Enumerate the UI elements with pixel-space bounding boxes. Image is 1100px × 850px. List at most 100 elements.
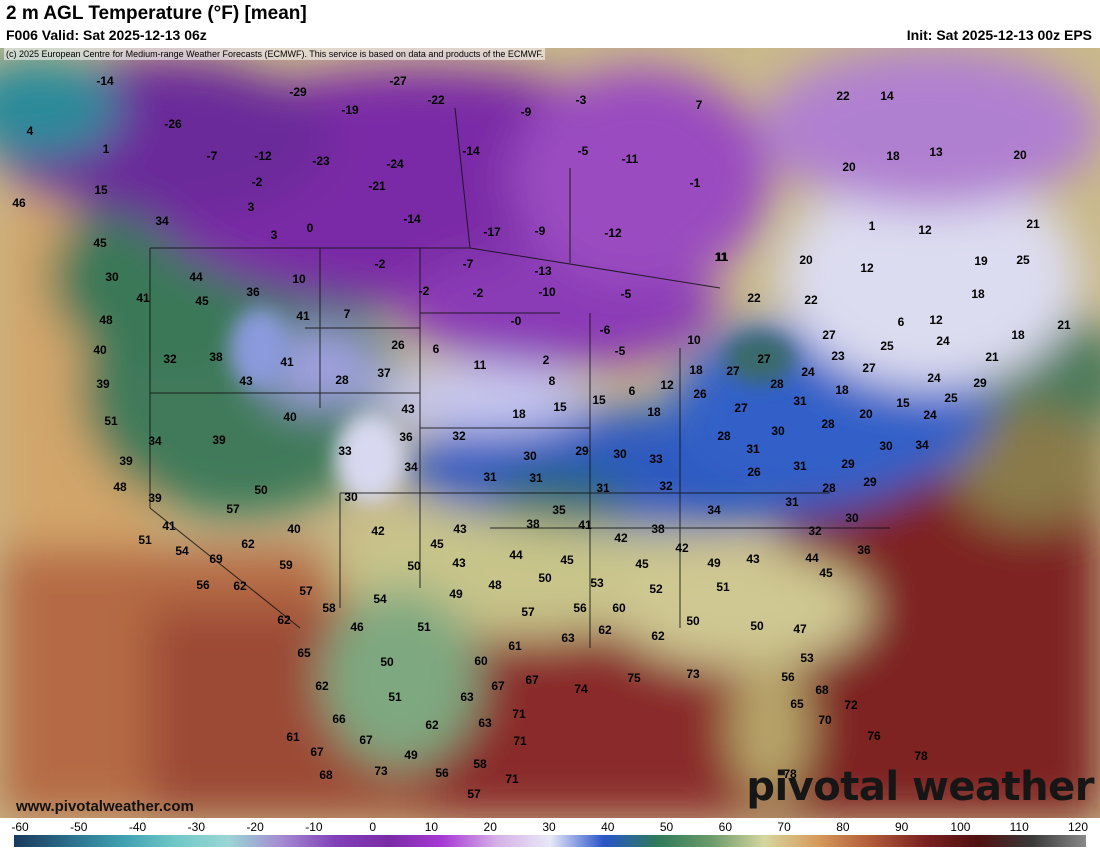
map-header: 2 m AGL Temperature (°F) [mean] F006 Val…	[0, 0, 1100, 48]
temp-label: 15	[553, 400, 567, 414]
temp-label: 38	[526, 517, 540, 531]
temp-label: 4	[26, 124, 34, 138]
temp-label: 45	[560, 553, 574, 567]
temp-label: 31	[596, 481, 610, 495]
temp-label: -14	[403, 212, 421, 226]
temp-label: 12	[860, 261, 874, 275]
temp-label: -14	[462, 144, 480, 158]
temp-label: 31	[785, 495, 799, 509]
temp-label: 25	[880, 339, 894, 353]
temp-label: 29	[973, 376, 987, 390]
temp-label: 57	[467, 787, 481, 801]
color-scale-tick: 60	[718, 820, 733, 834]
temp-label: -2	[374, 257, 386, 271]
color-scale-tick: 30	[542, 820, 556, 834]
temp-label: 78	[914, 749, 928, 763]
temp-label: 18	[971, 287, 985, 301]
temp-label: 45	[635, 557, 649, 571]
temp-label: 63	[460, 690, 474, 704]
temp-label: 20	[1013, 148, 1027, 162]
temp-label: 51	[104, 414, 118, 428]
temp-label: 21	[1026, 217, 1040, 231]
temp-label: -1	[689, 176, 701, 190]
temp-label: 65	[297, 646, 311, 660]
color-scale-tick: 70	[777, 820, 791, 834]
temp-label: 24	[801, 365, 815, 379]
temp-label: 62	[241, 537, 255, 551]
temp-label: 48	[488, 578, 502, 592]
temp-label: 15	[592, 393, 606, 407]
temp-label: 68	[815, 683, 829, 697]
temp-label: 71	[513, 734, 527, 748]
valid-time: F006 Valid: Sat 2025-12-13 06z	[6, 27, 207, 43]
temp-label: 43	[453, 522, 467, 536]
temp-label: 60	[474, 654, 488, 668]
temp-label: 52	[649, 582, 663, 596]
temp-label: 24	[923, 408, 937, 422]
temp-label: 62	[277, 613, 291, 627]
temp-label: 51	[716, 580, 730, 594]
temp-label: 32	[808, 524, 822, 538]
temp-label: 18	[1011, 328, 1025, 342]
temp-label: 56	[781, 670, 795, 684]
temp-label: 56	[573, 601, 587, 615]
temp-label: 67	[359, 733, 373, 747]
temp-label: 69	[209, 552, 223, 566]
temp-label: 39	[212, 433, 226, 447]
temp-label: 41	[296, 309, 310, 323]
temp-label: 12	[929, 313, 943, 327]
temp-label: 14	[880, 89, 894, 103]
temp-label: 6	[897, 315, 905, 329]
temp-label: -27	[389, 74, 407, 88]
temp-label: 57	[299, 584, 313, 598]
temp-label: 26	[693, 387, 707, 401]
temp-label: 27	[862, 361, 876, 375]
temp-label: 31	[483, 470, 497, 484]
temp-label: 21	[985, 350, 999, 364]
temp-label: 46	[350, 620, 364, 634]
color-scale-ticks: -60 -50 -40 -30 -20 -10 0 10 20 30 40 50 60 70 80 90 100…	[0, 820, 1100, 834]
temp-label: 51	[138, 533, 152, 547]
temp-label: -14	[96, 74, 114, 88]
temp-label: 18	[647, 405, 661, 419]
temp-label: 26	[391, 338, 405, 352]
website-url[interactable]: www.pivotalweather.com	[16, 798, 194, 815]
temp-label: 11	[473, 358, 487, 372]
temp-label: -29	[289, 85, 307, 99]
temp-label: -10	[538, 285, 556, 299]
temp-label: 50	[407, 559, 421, 573]
temp-label: 29	[863, 475, 877, 489]
color-scale-tick: 110	[1009, 820, 1029, 834]
color-scale-tick: -40	[128, 820, 147, 834]
color-scale-bar	[14, 835, 1086, 847]
temp-label: 58	[322, 601, 336, 615]
temp-label: 39	[96, 377, 110, 391]
temp-label: -17	[483, 225, 501, 239]
temp-label: -2	[472, 286, 484, 300]
temp-label: 10	[292, 272, 306, 286]
temperature-map[interactable]: (c) 2025 European Centre for Medium-rang…	[0, 48, 1100, 818]
temp-label: 39	[148, 491, 162, 505]
color-scale-tick: 10	[424, 820, 439, 834]
temp-label: 18	[512, 407, 526, 421]
temp-label: 32	[452, 429, 466, 443]
color-scale-tick: -20	[246, 820, 264, 834]
temp-label: 20	[799, 253, 813, 267]
color-scale-tick: -50	[70, 820, 88, 834]
temp-label: 31	[793, 459, 807, 473]
color-scale-tick: -60	[11, 820, 29, 834]
temp-label: 28	[335, 373, 349, 387]
temp-label: -24	[386, 157, 404, 171]
temp-label: 28	[770, 377, 784, 391]
temp-label: 35	[552, 503, 566, 517]
temp-label: 45	[819, 566, 833, 580]
temp-label: 29	[575, 444, 589, 458]
temp-label: 53	[800, 651, 814, 665]
temp-label: 27	[734, 401, 748, 415]
temp-label: 22	[804, 293, 818, 307]
temp-label: 46	[12, 196, 26, 210]
temp-label: 13	[929, 145, 943, 159]
temp-label: 62	[233, 579, 247, 593]
temp-label: 19	[974, 254, 988, 268]
temp-label: -7	[206, 149, 218, 163]
